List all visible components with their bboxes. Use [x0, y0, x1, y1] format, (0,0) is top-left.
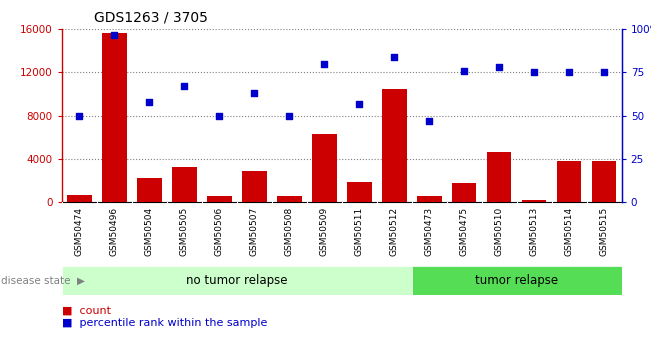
- Point: [564, 70, 574, 75]
- Text: no tumor relapse: no tumor relapse: [186, 274, 288, 287]
- Text: GSM50507: GSM50507: [250, 207, 259, 256]
- Text: tumor relapse: tumor relapse: [475, 274, 559, 287]
- Bar: [411, 266, 622, 295]
- Point: [389, 54, 400, 60]
- Bar: [62, 266, 411, 295]
- Bar: [487, 152, 512, 202]
- Bar: [312, 134, 337, 202]
- Point: [179, 83, 189, 89]
- Text: GSM50475: GSM50475: [460, 207, 469, 256]
- Bar: [452, 184, 477, 202]
- Bar: [172, 167, 197, 202]
- Text: GSM50514: GSM50514: [564, 207, 574, 256]
- Point: [284, 113, 294, 118]
- Text: GSM50473: GSM50473: [424, 207, 434, 256]
- Point: [144, 99, 154, 105]
- Bar: [137, 178, 161, 202]
- Text: GSM50512: GSM50512: [390, 207, 399, 256]
- Point: [424, 118, 434, 124]
- Bar: [522, 200, 546, 202]
- Text: GSM50510: GSM50510: [495, 207, 504, 256]
- Bar: [592, 161, 616, 202]
- Bar: [347, 183, 372, 202]
- Bar: [382, 89, 406, 202]
- Text: ■  count: ■ count: [62, 306, 111, 315]
- Point: [214, 113, 225, 118]
- Text: GSM50474: GSM50474: [75, 207, 84, 256]
- Point: [249, 90, 260, 96]
- Point: [494, 65, 505, 70]
- Bar: [102, 32, 126, 202]
- Point: [459, 68, 469, 73]
- Bar: [417, 196, 441, 202]
- Bar: [277, 196, 301, 202]
- Text: GSM50511: GSM50511: [355, 207, 364, 256]
- Text: GSM50505: GSM50505: [180, 207, 189, 256]
- Text: GDS1263 / 3705: GDS1263 / 3705: [94, 10, 208, 24]
- Text: GSM50508: GSM50508: [284, 207, 294, 256]
- Point: [74, 113, 85, 118]
- Point: [529, 70, 540, 75]
- Text: GSM50515: GSM50515: [600, 207, 609, 256]
- Point: [319, 61, 329, 67]
- Point: [109, 32, 120, 37]
- Text: GSM50513: GSM50513: [530, 207, 539, 256]
- Text: GSM50504: GSM50504: [145, 207, 154, 256]
- Text: GSM50496: GSM50496: [110, 207, 119, 256]
- Point: [354, 101, 365, 106]
- Text: GSM50506: GSM50506: [215, 207, 224, 256]
- Bar: [207, 196, 232, 202]
- Bar: [67, 195, 92, 202]
- Bar: [242, 170, 266, 202]
- Text: GSM50509: GSM50509: [320, 207, 329, 256]
- Text: ■  percentile rank within the sample: ■ percentile rank within the sample: [62, 318, 267, 327]
- Point: [599, 70, 609, 75]
- Text: disease state  ▶: disease state ▶: [1, 275, 85, 285]
- Bar: [557, 161, 581, 202]
